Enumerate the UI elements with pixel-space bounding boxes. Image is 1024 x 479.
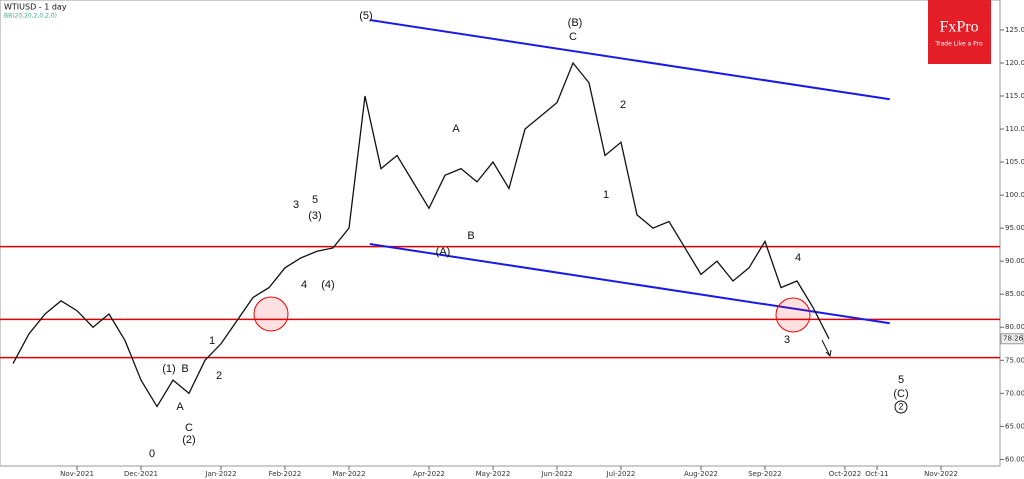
logo: FxPro Trade Like a Pro (928, 0, 991, 64)
x-tick-label: May-2022 (476, 470, 511, 478)
wave-label: B (181, 363, 188, 375)
y-tick-label: 125.00 (1005, 26, 1024, 34)
wave-label: 2 (216, 370, 222, 382)
wave-label: A (176, 401, 184, 413)
arrow (821, 339, 832, 358)
wave-label: (C) (893, 388, 908, 400)
wave-label: 1 (209, 335, 215, 347)
wave-circle (894, 400, 908, 414)
x-tick-label: Jun-2022 (540, 470, 572, 478)
y-tick-label: 95.00 (1005, 224, 1024, 232)
wave-label: 1 (603, 189, 609, 201)
wave-label: 4 (795, 252, 801, 264)
y-tick-label: 65.00 (1005, 422, 1024, 430)
x-tick-label: Mar-2022 (332, 470, 365, 478)
wave-label: C (185, 422, 193, 434)
x-tick-label: Oct-11 (865, 470, 889, 478)
wave-label: 2 (898, 401, 903, 411)
y-tick-label: 80.00 (1005, 323, 1024, 331)
y-tick-label: 110.00 (1005, 125, 1024, 133)
x-tick-label: Jan-2022 (204, 470, 236, 478)
x-tick-label: Jul-2022 (606, 470, 636, 478)
logo-brand: FxPro (939, 19, 978, 36)
y-tick-label: 70.00 (1005, 389, 1024, 397)
wave-label: (5) (359, 10, 372, 22)
wave-label: A (452, 123, 460, 135)
x-tick-label: Dec-2021 (124, 470, 158, 478)
last-price-label: 78.26 (1003, 335, 1024, 343)
y-tick-label: 85.00 (1005, 290, 1024, 298)
x-tick-label: Apr-2022 (413, 470, 445, 478)
highlight-circle (253, 296, 289, 332)
x-tick-label: Nov-2022 (924, 470, 958, 478)
channel-line (369, 243, 890, 325)
y-tick-label: 105.00 (1005, 158, 1024, 166)
chart-title: WTIUSD - 1 day (4, 3, 67, 12)
channel-line (369, 19, 890, 101)
x-tick-label: Sep-2022 (748, 470, 782, 478)
x-tick-label: Feb-2022 (269, 470, 302, 478)
logo-tagline: Trade Like a Pro (934, 41, 983, 48)
plot: 60.00 65.00 70.00 75.00 80.00 85.00 90.00 95.00… (0, 19, 1024, 478)
price-line (12, 61, 830, 408)
wave-label: (1) (162, 363, 175, 375)
wave-label: (3) (308, 210, 321, 222)
wave-label: 2 (620, 99, 626, 111)
wave-label: (4) (321, 279, 334, 291)
wave-label: 5 (898, 374, 904, 386)
y-tick-label: 90.00 (1005, 257, 1024, 265)
y-tick-label: 75.00 (1005, 356, 1024, 364)
wave-label: 3 (293, 199, 299, 211)
chart-subtitle: BB(20,20,2,0,2,0) (4, 13, 57, 20)
plot-frame (0, 0, 1001, 467)
wave-label: (B) (568, 17, 583, 29)
x-tick-label: Aug-2022 (684, 470, 718, 478)
wave-label: (2) (182, 434, 195, 446)
last-price-box (1000, 333, 1024, 345)
wave-label: 4 (301, 279, 307, 291)
x-tick-label: Nov-2021 (60, 470, 94, 478)
wave-label: 3 (784, 334, 790, 346)
logo-box (928, 0, 991, 64)
y-tick-label: 120.00 (1005, 59, 1024, 67)
x-tick-label: Oct-2022 (829, 470, 861, 478)
wave-label: 0 (149, 448, 155, 460)
y-tick-label: 60.00 (1005, 455, 1024, 463)
wave-label: B (467, 230, 474, 242)
highlight-circle (775, 297, 811, 333)
y-tick-label: 100.00 (1005, 191, 1024, 199)
wave-label: C (569, 31, 577, 43)
wave-label: (A) (436, 246, 451, 258)
wave-label: 5 (312, 194, 318, 206)
y-tick-label: 115.00 (1005, 92, 1024, 100)
wave-labels: (5) (B) C A B (A) 1 2 3 5 (3) 4 (4) (1) … (149, 10, 909, 460)
